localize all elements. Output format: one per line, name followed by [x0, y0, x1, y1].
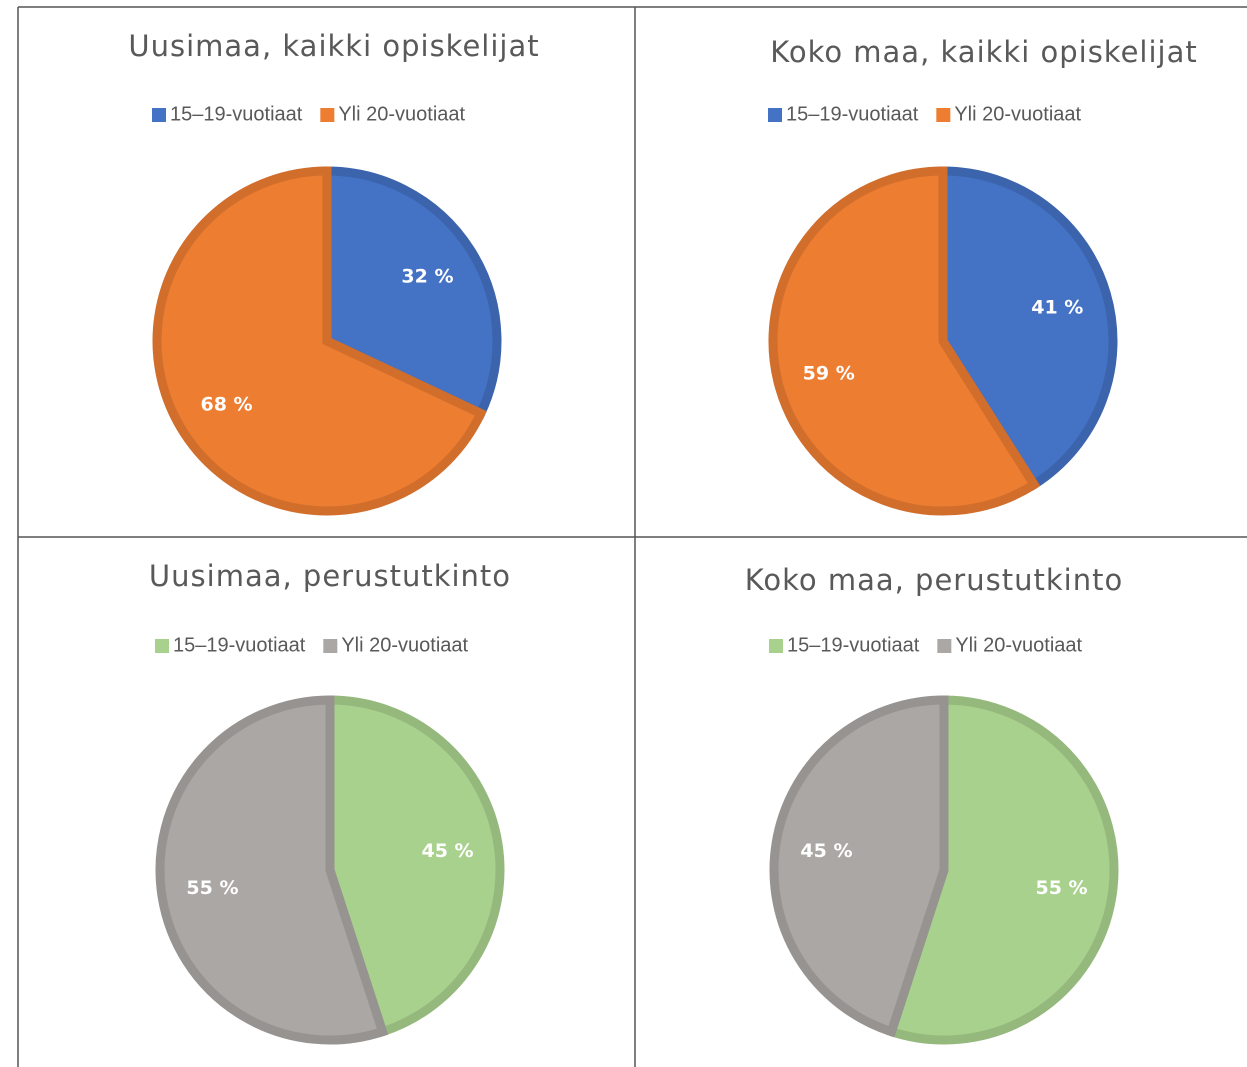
legend-label: Yli 20-vuotiaat [341, 634, 468, 656]
legend-swatch [768, 108, 782, 122]
legend-swatch [769, 639, 783, 653]
legend-swatch [937, 639, 952, 653]
pie-slice [769, 695, 949, 1038]
chart-title: Uusimaa, kaikki opiskelijat [128, 29, 539, 63]
pie-slice [152, 166, 487, 516]
data-label: 32 % [401, 266, 453, 288]
pie-chart: Koko maa, kaikki opiskelijat 15–19-vuotia… [768, 35, 1197, 516]
legend-label: 15–19-vuotiaat [786, 103, 919, 125]
legend-label: Yli 20-vuotiaat [338, 103, 465, 125]
legend-swatch [936, 108, 951, 122]
data-label: 55 % [186, 877, 238, 899]
pie-chart: Uusimaa, kaikki opiskelijat 15–19-vuotiaa… [128, 29, 539, 516]
legend-label: 15–19-vuotiaat [170, 103, 303, 125]
legend-swatch [320, 108, 335, 122]
data-label: 41 % [1031, 296, 1083, 318]
chart-title: Koko maa, kaikki opiskelijat [770, 35, 1197, 69]
legend-label: 15–19-vuotiaat [173, 634, 306, 656]
legend-swatch [323, 639, 338, 653]
pie-chart: Uusimaa, perustutkinto 15–19-vuotiaat Yli … [149, 559, 511, 1045]
legend-label: 15–19-vuotiaat [787, 634, 920, 656]
legend-label: Yli 20-vuotiaat [954, 103, 1081, 125]
pie-slice [322, 166, 502, 420]
legend-swatch [152, 108, 166, 122]
data-label: 55 % [1035, 877, 1087, 899]
pie-slice [155, 695, 389, 1045]
legend-label: Yli 20-vuotiaat [955, 634, 1082, 656]
data-label: 68 % [200, 393, 252, 415]
data-label: 45 % [800, 840, 852, 862]
data-label: 45 % [421, 840, 473, 862]
chart-title: Uusimaa, perustutkinto [149, 559, 511, 593]
pie-slice [325, 695, 505, 1038]
grid-frame [17, 6, 1247, 1067]
chart-title: Koko maa, perustutkinto [745, 563, 1123, 597]
data-label: 59 % [803, 363, 855, 385]
pie-chart: Koko maa, perustutkinto 15–19-vuotiaat Yli… [745, 563, 1123, 1045]
legend-swatch [155, 639, 169, 653]
pie-slice [768, 166, 1041, 516]
